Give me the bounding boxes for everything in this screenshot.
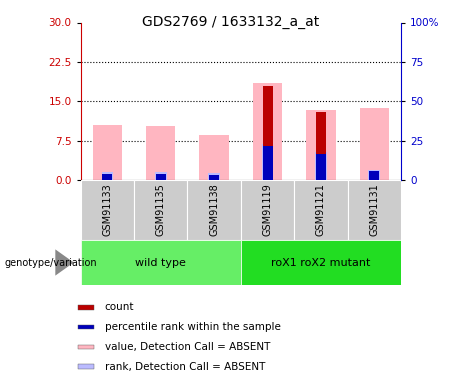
Bar (348, 180, 401, 240)
Text: GDS2769 / 1633132_a_at: GDS2769 / 1633132_a_at (142, 15, 319, 29)
Bar (262, 144, 273, 180)
Bar (188, 180, 241, 240)
Bar (78, 305, 95, 310)
Bar (368, 170, 380, 180)
Bar (294, 180, 348, 240)
Bar (360, 108, 389, 180)
Text: wild type: wild type (136, 258, 186, 267)
Bar (253, 83, 282, 180)
Text: GSM91133: GSM91133 (102, 183, 112, 236)
Bar (101, 172, 113, 180)
Bar (146, 126, 176, 180)
Text: rank, Detection Call = ABSENT: rank, Detection Call = ABSENT (105, 362, 265, 372)
Text: GSM91121: GSM91121 (316, 183, 326, 236)
Bar (155, 172, 166, 180)
Text: count: count (105, 302, 134, 312)
Bar (263, 86, 272, 180)
Bar (369, 171, 379, 180)
Bar (102, 175, 112, 180)
Bar (263, 146, 272, 180)
Bar (315, 152, 327, 180)
Bar (241, 180, 294, 240)
Bar (241, 240, 401, 285)
Bar (306, 110, 336, 180)
Polygon shape (55, 249, 74, 276)
Text: GSM91138: GSM91138 (209, 183, 219, 236)
Bar (78, 325, 95, 329)
Bar (316, 112, 326, 180)
Bar (81, 180, 134, 240)
Bar (209, 175, 219, 180)
Bar (78, 364, 95, 369)
Text: value, Detection Call = ABSENT: value, Detection Call = ABSENT (105, 342, 270, 352)
Text: GSM91131: GSM91131 (369, 183, 379, 236)
Bar (156, 174, 166, 180)
Bar (316, 154, 326, 180)
Bar (102, 174, 112, 180)
Text: genotype/variation: genotype/variation (5, 258, 97, 267)
Bar (93, 125, 122, 180)
Bar (208, 173, 220, 180)
Bar (134, 180, 188, 240)
Text: roX1 roX2 mutant: roX1 roX2 mutant (271, 258, 371, 267)
Bar (81, 240, 241, 285)
Bar (200, 135, 229, 180)
Text: GSM91135: GSM91135 (156, 183, 166, 236)
Bar (209, 178, 219, 180)
Text: percentile rank within the sample: percentile rank within the sample (105, 322, 281, 332)
Bar (156, 175, 166, 180)
Text: GSM91119: GSM91119 (263, 183, 272, 236)
Bar (78, 345, 95, 349)
